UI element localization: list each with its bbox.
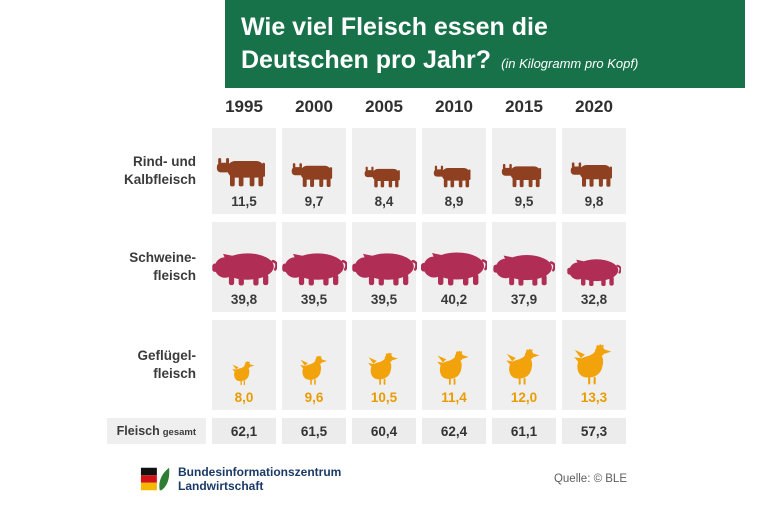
row-label: Schweine-fleisch (62, 222, 206, 312)
pig-icon (493, 228, 555, 288)
row-label-line: Kalbfleisch (123, 172, 196, 187)
value-label: 8,9 (444, 193, 464, 209)
year-header: 1995 (225, 97, 263, 116)
total-row-label: Fleisch gesamt (62, 418, 206, 444)
cow-icon (570, 134, 618, 190)
value-label: 40,2 (440, 291, 468, 307)
pig-icon (421, 228, 487, 288)
title-line2-row: Deutschen pro Jahr? (in Kilogramm pro Ko… (241, 44, 729, 77)
publisher-name: Bundesinformationszentrum Landwirtschaft (178, 465, 341, 494)
cow-icon (433, 134, 476, 190)
corner-spacer (62, 94, 206, 120)
value-label: 9,8 (584, 193, 604, 209)
value-label: 9,6 (304, 389, 324, 405)
row-label-line: Geflügel- (137, 348, 196, 364)
pig-icon (351, 228, 417, 288)
chicken-icon (368, 326, 400, 386)
chicken-icon (232, 326, 256, 386)
year-header: 2020 (575, 97, 613, 116)
value-label: 39,8 (230, 291, 258, 307)
year-header: 2015 (505, 97, 543, 116)
meat-cell: 8,0 (212, 320, 276, 410)
publisher-line1: Bundesinformationszentrum (178, 464, 342, 479)
meat-cell: 13,3 (562, 320, 626, 410)
bzl-logo-icon (140, 467, 170, 491)
row-label: Geflügel-fleisch (62, 320, 206, 410)
chicken-icon (437, 326, 471, 386)
value-label: 11,4 (441, 389, 467, 405)
total-label-main: Fleisch (116, 424, 160, 438)
row-label-line: fleisch (153, 268, 196, 283)
pig-icon (281, 228, 347, 288)
meat-cell: 8,9 (422, 128, 486, 214)
value-label: 10,5 (370, 389, 398, 405)
title-banner: Wie viel Fleisch essen die Deutschen pro… (225, 0, 745, 88)
meat-table: 1995 2000 2005 2010 2015 2020 Rind- und Kalbfle… (62, 94, 626, 444)
value-label: 8,0 (234, 389, 254, 405)
title-line1: Wie viel Fleisch essen die (241, 13, 548, 41)
meat-cell: 10,5 (352, 320, 416, 410)
value-label: 8,4 (374, 193, 394, 209)
value-label: 12,0 (510, 389, 538, 405)
year-header: 2010 (435, 97, 473, 116)
chicken-icon (574, 326, 614, 386)
meat-cell: 9,8 (562, 128, 626, 214)
publisher-brand: Bundesinformationszentrum Landwirtschaft (140, 464, 341, 494)
title-line2: Deutschen pro Jahr? (241, 46, 492, 74)
value-label: 13,3 (580, 389, 608, 405)
meat-cell: 9,7 (282, 128, 346, 214)
total-label-sub: gesamt (162, 426, 196, 438)
value-label: 9,7 (304, 193, 324, 209)
value-label: 39,5 (370, 291, 398, 307)
total-label-box: Fleisch gesamt (106, 418, 206, 444)
row-label-line: Rind- und (133, 154, 196, 170)
total-value: 62,4 (422, 418, 486, 444)
cow-icon (291, 134, 338, 190)
source-credit: Quelle: © BLE (553, 473, 627, 485)
chicken-icon (506, 326, 542, 386)
value-label: 37,9 (510, 291, 538, 307)
row-label: Rind- und Kalbfleisch (62, 128, 206, 214)
year-header: 2005 (365, 97, 403, 116)
total-value: 61,5 (282, 418, 346, 444)
cow-icon (216, 134, 272, 190)
meat-cell: 37,9 (492, 222, 556, 312)
cow-icon (364, 134, 405, 190)
row-label-line: fleisch (153, 366, 196, 381)
meat-cell: 9,6 (282, 320, 346, 410)
value-label: 11,5 (231, 193, 257, 209)
value-label: 32,8 (580, 291, 608, 307)
chicken-icon (299, 326, 329, 386)
meat-cell: 39,5 (351, 222, 417, 312)
meat-cell: 8,4 (352, 128, 416, 214)
year-header: 2000 (295, 97, 333, 116)
footer: Bundesinformationszentrum Landwirtschaft… (140, 464, 627, 494)
meat-cell: 39,5 (281, 222, 347, 312)
value-label: 39,5 (300, 291, 328, 307)
pig-icon (211, 228, 277, 288)
total-value: 57,3 (562, 418, 626, 444)
title-subtitle: (in Kilogramm pro Kopf) (501, 56, 639, 71)
total-value: 60,4 (352, 418, 416, 444)
meat-cell: 11,4 (422, 320, 486, 410)
publisher-line2: Landwirtschaft (178, 479, 264, 493)
total-value: 61,1 (492, 418, 556, 444)
meat-cell: 9,5 (492, 128, 556, 214)
total-value: 62,1 (212, 418, 276, 444)
value-label: 9,5 (514, 193, 534, 209)
meat-cell: 12,0 (492, 320, 556, 410)
meat-cell: 40,2 (421, 222, 487, 312)
meat-cell: 32,8 (562, 222, 626, 312)
meat-cell: 11,5 (212, 128, 276, 214)
pig-icon (567, 228, 621, 288)
meat-cell: 39,8 (211, 222, 277, 312)
row-label-line: Schweine- (129, 250, 196, 266)
cow-icon (501, 134, 547, 190)
